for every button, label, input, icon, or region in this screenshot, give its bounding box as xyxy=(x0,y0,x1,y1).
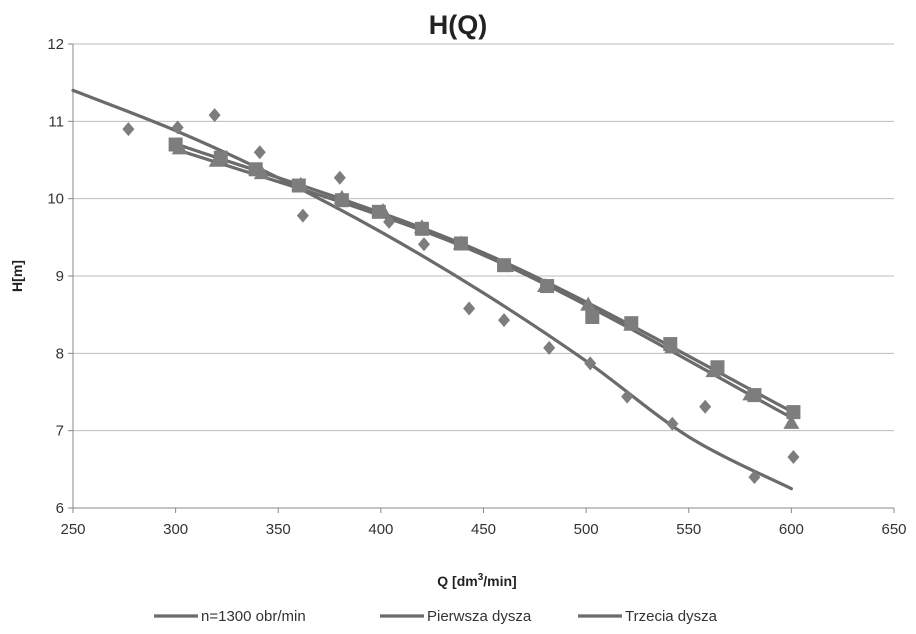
y-tick-label: 6 xyxy=(56,500,64,517)
legend: n=1300 obr/min Pierwsza dysza Trzecia dysz… xyxy=(154,608,718,625)
legend-item-n1300: n=1300 obr/min xyxy=(154,608,306,625)
axes xyxy=(68,43,895,513)
y-tick-label: 7 xyxy=(56,423,64,440)
point-pierwsza-dysza xyxy=(786,405,801,420)
point-trzecia-dysza xyxy=(292,176,309,191)
point-trzecia-dysza xyxy=(333,189,350,204)
y-axis-title: H[m] xyxy=(9,260,25,292)
point-trzecia-dysza xyxy=(623,316,640,331)
legend-label: Pierwsza dysza xyxy=(427,608,532,625)
chart-title: H(Q) xyxy=(429,10,487,40)
x-tick-label: 300 xyxy=(163,521,188,538)
y-tick-label: 8 xyxy=(56,345,64,362)
point-n1300 xyxy=(584,356,597,371)
x-tick-labels: 250 300 350 400 450 500 550 600 650 xyxy=(60,521,906,538)
x-tick-label: 550 xyxy=(676,521,701,538)
y-tick-label: 10 xyxy=(47,191,64,208)
x-tick-label: 250 xyxy=(60,521,85,538)
gridlines xyxy=(73,43,894,509)
point-trzecia-dysza xyxy=(498,257,515,272)
y-tick-labels: 6 7 8 9 10 11 12 xyxy=(47,36,64,517)
point-n1300 xyxy=(208,108,221,123)
point-n1300 xyxy=(699,399,712,414)
x-tick-label: 450 xyxy=(471,521,496,538)
trend-line-n1300 xyxy=(71,88,793,491)
point-trzecia-dysza xyxy=(537,278,554,293)
point-n1300 xyxy=(333,170,346,185)
x-tick-label: 350 xyxy=(266,521,291,538)
point-trzecia-dysza xyxy=(452,235,469,250)
point-n1300 xyxy=(621,389,634,404)
point-n1300 xyxy=(383,214,396,229)
point-trzecia-dysza xyxy=(413,219,430,234)
y-tick-label: 12 xyxy=(47,36,64,53)
point-trzecia-dysza xyxy=(742,386,759,401)
point-n1300 xyxy=(666,416,679,431)
y-tick-label: 9 xyxy=(56,268,64,285)
point-n1300 xyxy=(463,301,476,316)
legend-label: Trzecia dysza xyxy=(625,608,718,625)
point-trzecia-dysza xyxy=(374,203,391,218)
point-n1300 xyxy=(498,313,511,328)
data-markers xyxy=(122,108,801,485)
x-tick-label: 400 xyxy=(368,521,393,538)
trend-line-pierwsza-dysza xyxy=(174,142,793,413)
y-tick-label: 11 xyxy=(48,113,64,130)
x-tick-label: 650 xyxy=(881,521,906,538)
point-trzecia-dysza xyxy=(580,296,597,311)
point-n1300 xyxy=(171,120,184,135)
x-tick-label: 500 xyxy=(574,521,599,538)
point-n1300 xyxy=(253,145,266,160)
point-trzecia-dysza xyxy=(664,339,681,354)
point-n1300 xyxy=(417,237,430,252)
point-n1300 xyxy=(296,208,309,223)
point-trzecia-dysza xyxy=(171,140,188,155)
point-n1300 xyxy=(787,449,800,464)
point-trzecia-dysza xyxy=(783,414,800,429)
x-tick-label: 600 xyxy=(779,521,804,538)
point-trzecia-dysza xyxy=(208,152,225,167)
point-n1300 xyxy=(748,470,761,485)
legend-item-trzecia-dysza: Trzecia dysza xyxy=(578,608,718,625)
x-axis-title: Q [dm3/min] xyxy=(437,572,516,589)
trend-line-trzecia-dysza xyxy=(174,147,793,420)
point-n1300 xyxy=(543,340,556,355)
legend-item-pierwsza-dysza: Pierwsza dysza xyxy=(380,608,532,625)
point-trzecia-dysza xyxy=(253,165,270,180)
point-trzecia-dysza xyxy=(705,363,722,378)
legend-label: n=1300 obr/min xyxy=(201,608,306,625)
point-pierwsza-dysza xyxy=(585,309,600,324)
point-n1300 xyxy=(122,122,135,137)
